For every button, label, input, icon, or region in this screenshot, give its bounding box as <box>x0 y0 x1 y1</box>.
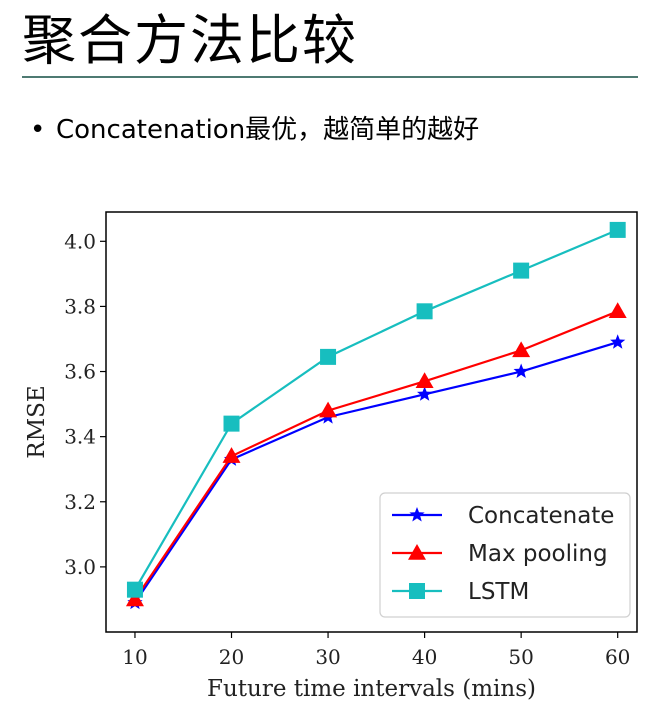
x-tick-label: 10 <box>122 645 147 669</box>
series-line <box>134 228 619 591</box>
plot-frame <box>105 211 638 633</box>
series-layer <box>125 221 627 610</box>
bullet-item: • Concatenation最优，越简单的越好 <box>30 112 479 148</box>
series-line <box>134 310 619 601</box>
legend-entry: LSTM <box>392 579 529 605</box>
data-point-marker <box>319 401 338 418</box>
x-axis-title: Future time intervals (mins) <box>207 676 536 702</box>
x-tick-label: 20 <box>219 645 244 669</box>
data-point-marker <box>610 334 626 349</box>
rmse-line-chart: 10 20 30 40 50 60 3.0 3.2 3.4 3.6 3.8 4.0 Future t… <box>24 211 638 702</box>
data-point-marker <box>126 581 143 598</box>
data-point-marker <box>415 372 434 389</box>
legend: Concatenate Max pooling LSTM <box>379 492 631 618</box>
data-point-marker <box>416 386 433 401</box>
y-tick-label: 3.6 <box>64 360 96 384</box>
data-point-marker <box>320 348 337 365</box>
bullet-text: Concatenation最优，越简单的越好 <box>56 115 480 145</box>
series-max-pooling <box>125 302 627 607</box>
legend-label: Max pooling <box>468 541 608 567</box>
legend-label: LSTM <box>468 579 529 605</box>
y-axis-title: RMSE <box>24 385 50 458</box>
legend-marker <box>408 544 426 560</box>
legend-box <box>379 492 631 618</box>
x-axis-ticks: 10 20 30 40 50 60 <box>122 632 630 669</box>
x-tick-label: 60 <box>605 645 630 669</box>
data-point-marker <box>609 221 626 238</box>
x-tick-label: 50 <box>508 645 533 669</box>
series-lstm <box>126 221 626 598</box>
legend-label: Concatenate <box>468 503 614 529</box>
data-point-marker <box>416 303 433 320</box>
data-point-marker <box>513 363 529 379</box>
series-line <box>134 341 619 604</box>
data-point-marker <box>125 590 144 607</box>
y-tick-label: 3.4 <box>64 425 96 449</box>
legend-entry: Concatenate <box>392 503 614 529</box>
legend-entry: Max pooling <box>392 541 608 567</box>
slide-title: 聚合方法比较 <box>22 9 358 72</box>
bullet-dot-icon: • <box>30 115 46 145</box>
data-point-marker <box>223 415 240 432</box>
data-point-marker <box>512 341 531 358</box>
title-divider <box>22 76 638 78</box>
data-point-marker <box>513 262 530 279</box>
y-axis-ticks: 3.0 3.2 3.4 3.6 3.8 4.0 <box>64 229 106 579</box>
x-tick-label: 40 <box>412 645 437 669</box>
data-point-marker <box>222 447 241 463</box>
legend-marker <box>409 583 425 599</box>
y-tick-label: 3.2 <box>64 490 96 514</box>
x-tick-label: 30 <box>315 645 340 669</box>
y-tick-label: 3.8 <box>64 294 96 318</box>
y-tick-label: 4.0 <box>64 229 96 253</box>
legend-marker <box>409 507 425 522</box>
y-tick-label: 3.0 <box>64 555 96 579</box>
data-point-marker <box>608 302 627 319</box>
